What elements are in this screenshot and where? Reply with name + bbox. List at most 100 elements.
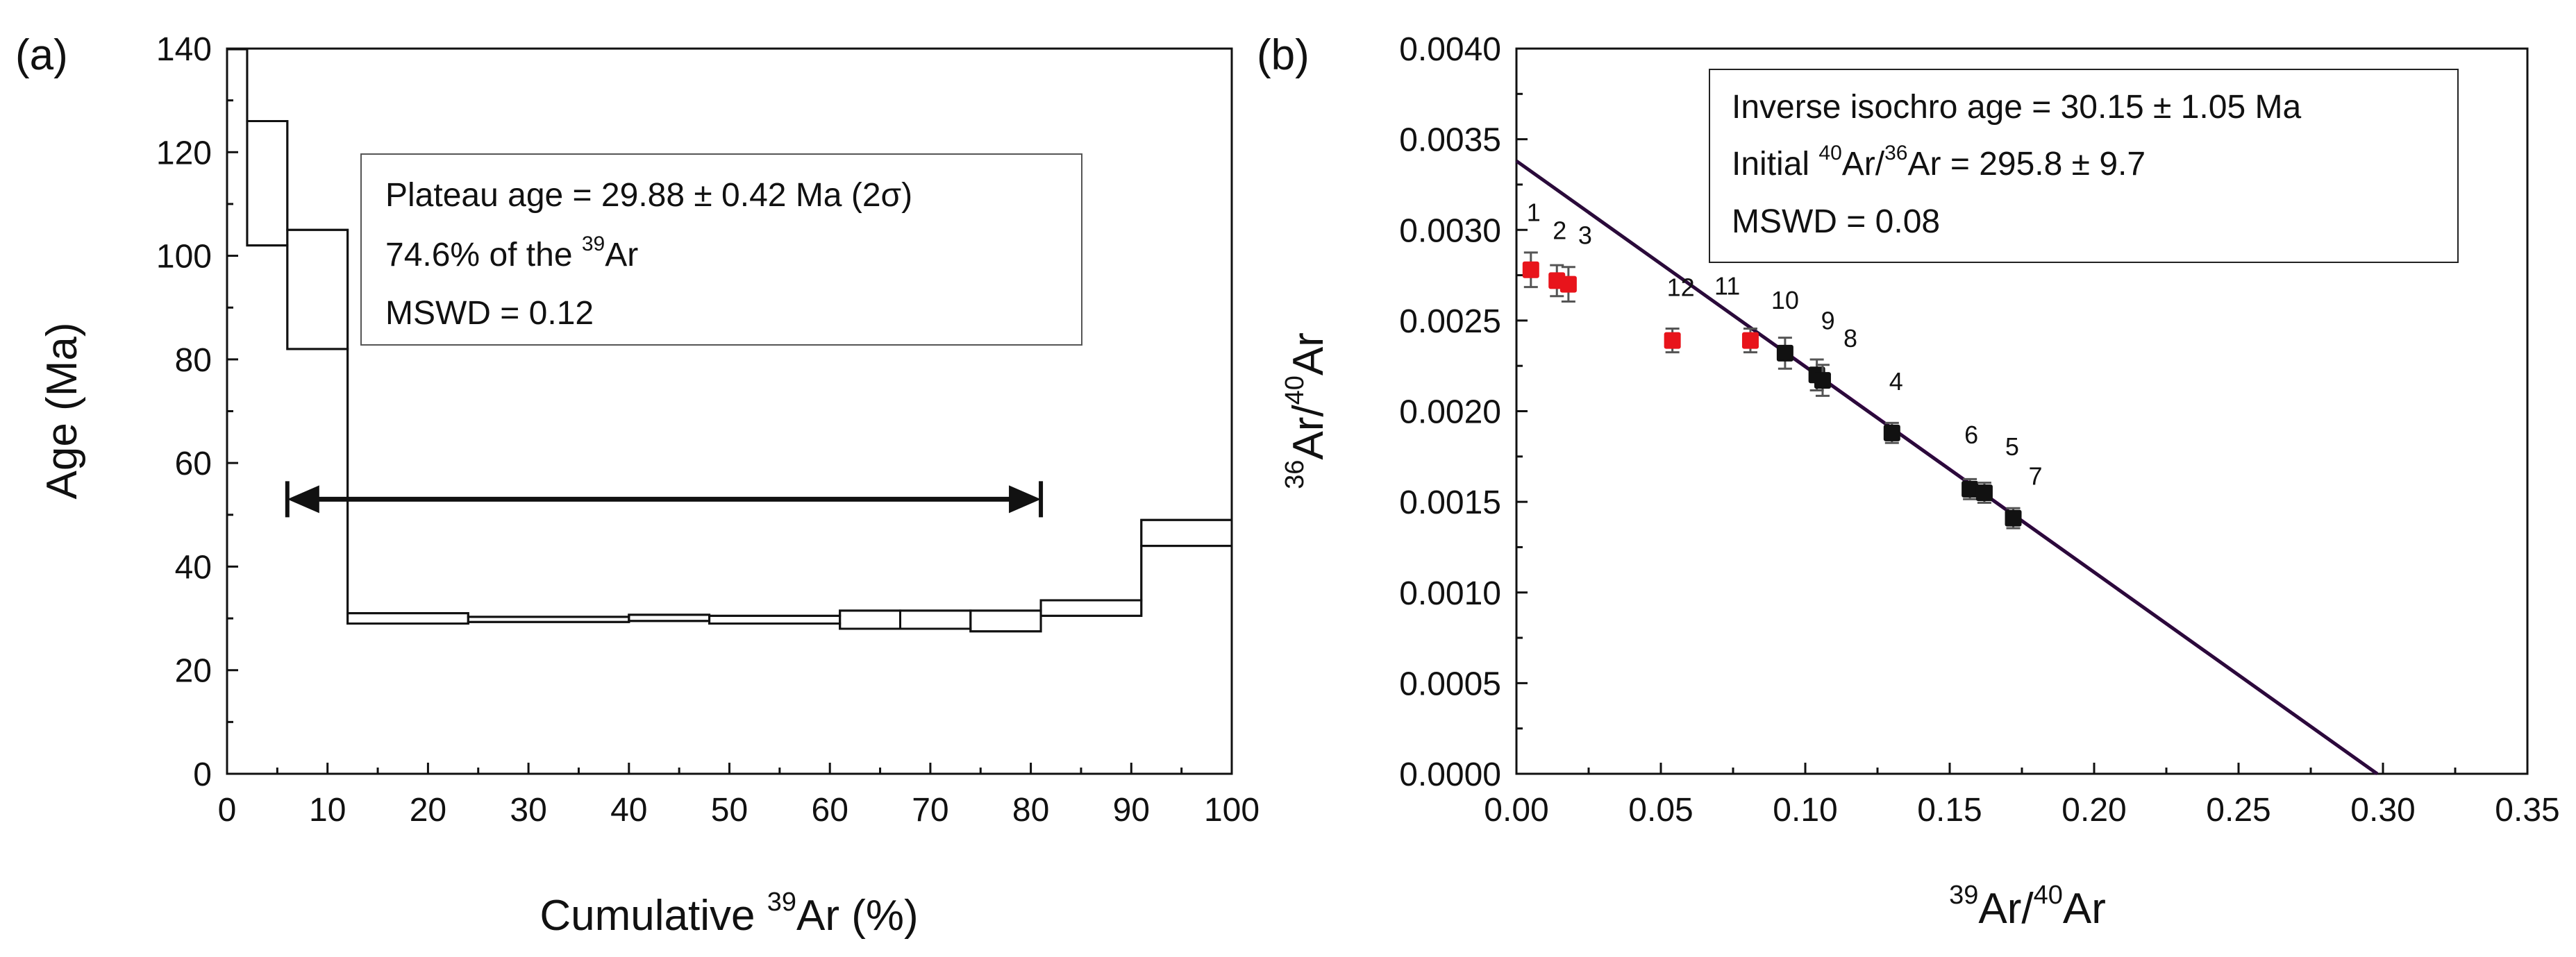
panel-a-ticks: 0 10 20 30 40 50 60 70 80 90 100 0 20 40 60 80 100 120 140 <box>156 31 1260 829</box>
legend-b-line2-sup2: 36 <box>1884 142 1907 164</box>
x-tick-label: 20 <box>410 792 446 829</box>
panel-a-legend-line3: MSWD = 0.12 <box>385 295 594 332</box>
x-tick-label: 40 <box>610 792 647 829</box>
panel-a-legend-line2: 74.6% of the 39Ar <box>385 232 638 273</box>
panel-b: (b) 0.00 0.05 0.10 0.15 0.20 0.25 0.30 0.350.00… <box>1257 31 2560 933</box>
plateau-arrow-head-left <box>287 485 319 514</box>
point-marker <box>1975 484 1993 502</box>
x-tick-label: 60 <box>812 792 848 829</box>
age-step-box <box>1039 599 1143 617</box>
y-tick-label: 60 <box>175 446 212 482</box>
xlabel-prefix: Cumulative <box>540 892 767 940</box>
data-point-3: 3 <box>1559 221 1592 303</box>
ylabel-mid: Ar/ <box>1285 405 1332 460</box>
y-tick-label: 20 <box>175 653 212 690</box>
data-point-10: 10 <box>1771 286 1799 370</box>
point-label: 2 <box>1553 216 1566 244</box>
y-tick-label: 140 <box>156 31 212 68</box>
panel-a-step-series <box>226 47 1233 633</box>
y-tick-label: 0.0000 <box>1399 756 1501 793</box>
point-label: 6 <box>1964 421 1978 449</box>
fit-line-isochron <box>1515 159 2379 776</box>
x-tick-label: 0.25 <box>2206 792 2270 829</box>
age-step-box <box>969 609 1042 633</box>
data-point-6: 6 <box>1962 421 1979 500</box>
panel-a-plateau-arrow <box>285 481 1044 518</box>
data-point-11: 11 <box>1714 272 1759 354</box>
y-tick-label: 0.0040 <box>1399 31 1501 68</box>
point-marker <box>1559 276 1577 293</box>
x-tick-label: 0.05 <box>1628 792 1693 829</box>
panel-a-label: (a) <box>15 31 68 79</box>
panel-a-legend-line1: Plateau age = 29.88 ± 0.42 Ma (2σ) <box>385 177 912 214</box>
age-step-box <box>708 614 842 625</box>
x-tick-label: 10 <box>309 792 346 829</box>
point-label: 3 <box>1578 221 1592 250</box>
legend-b-line2-mid: Ar/ <box>1842 146 1885 183</box>
panel-b-label: (b) <box>1257 31 1310 79</box>
x-tick-label: 100 <box>1204 792 1260 829</box>
point-marker <box>1814 372 1831 389</box>
age-step-box <box>898 609 972 630</box>
point-marker <box>1522 261 1539 278</box>
xlabel-suffix: Ar (%) <box>796 892 919 940</box>
point-marker <box>1664 332 1681 349</box>
y-tick-label: 0 <box>193 756 212 793</box>
data-point-12: 12 <box>1664 273 1695 354</box>
y-tick-label: 0.0035 <box>1399 122 1501 159</box>
age-step-box <box>1140 518 1233 548</box>
data-point-1: 1 <box>1522 198 1541 289</box>
x-tick-label: 80 <box>1012 792 1049 829</box>
point-label: 12 <box>1667 273 1695 302</box>
panel-a-ylabel: Age (Ma) <box>38 323 86 500</box>
panel-b-xlabel: 39Ar/40Ar <box>1949 881 2106 933</box>
data-point-7: 7 <box>2005 462 2043 530</box>
panel-a-xlabel: Cumulative 39Ar (%) <box>540 888 918 940</box>
y-tick-label: 0.0020 <box>1399 394 1501 431</box>
panel-b-legend-line3: MSWD = 0.08 <box>1732 203 1940 240</box>
y-tick-label: 40 <box>175 549 212 586</box>
xlabel-b-sup1: 39 <box>1949 881 1978 910</box>
y-tick-label: 0.0010 <box>1399 575 1501 612</box>
age-step-box <box>246 120 289 247</box>
x-tick-label: 50 <box>711 792 748 829</box>
panel-b-fit-lines <box>1515 159 2379 776</box>
xlabel-b-mid: Ar/ <box>1978 885 2034 933</box>
xlabel-b-sup2: 40 <box>2034 881 2063 910</box>
panel-b-legend-box <box>1709 69 2459 263</box>
x-tick-label: 0.15 <box>1917 792 1982 829</box>
data-point-8: 8 <box>1814 324 1857 397</box>
x-tick-label: 70 <box>912 792 948 829</box>
y-tick-label: 0.0030 <box>1399 212 1501 249</box>
plateau-arrow-head-right <box>1009 485 1042 514</box>
y-tick-label: 0.0015 <box>1399 484 1501 521</box>
legend-b-line2-suffix: Ar = 295.8 ± 9.7 <box>1907 146 2146 183</box>
x-tick-label: 0.35 <box>2495 792 2559 829</box>
xlabel-sup: 39 <box>767 888 796 917</box>
x-tick-label: 0 <box>218 792 237 829</box>
legend-b-line2-prefix: Initial <box>1732 146 1818 183</box>
data-point-5: 5 <box>1975 432 2019 505</box>
data-point-4: 4 <box>1883 367 1903 444</box>
x-tick-label: 0.00 <box>1484 792 1548 829</box>
y-tick-label: 120 <box>156 135 212 171</box>
panel-b-ticks: 0.00 0.05 0.10 0.15 0.20 0.25 0.30 0.35 0.0000 0.… <box>1399 31 2560 829</box>
point-label: 1 <box>1527 198 1541 227</box>
panel-b-ylabel: 36Ar/40Ar <box>1280 332 1332 489</box>
point-label: 7 <box>2029 462 2043 491</box>
point-marker <box>1962 480 1979 498</box>
y-tick-label: 100 <box>156 239 212 276</box>
panel-a-legend-box <box>360 153 1082 346</box>
ylabel-sup1: 36 <box>1280 460 1310 489</box>
x-tick-label: 30 <box>510 792 546 829</box>
y-tick-label: 80 <box>175 342 212 379</box>
point-marker <box>1883 424 1900 441</box>
point-label: 5 <box>2005 432 2019 461</box>
point-marker <box>1776 344 1793 362</box>
y-tick-label: 0.0025 <box>1399 303 1501 340</box>
point-label: 10 <box>1771 286 1799 314</box>
point-marker <box>2005 509 2022 527</box>
age-spectrum-lower <box>227 47 1232 633</box>
